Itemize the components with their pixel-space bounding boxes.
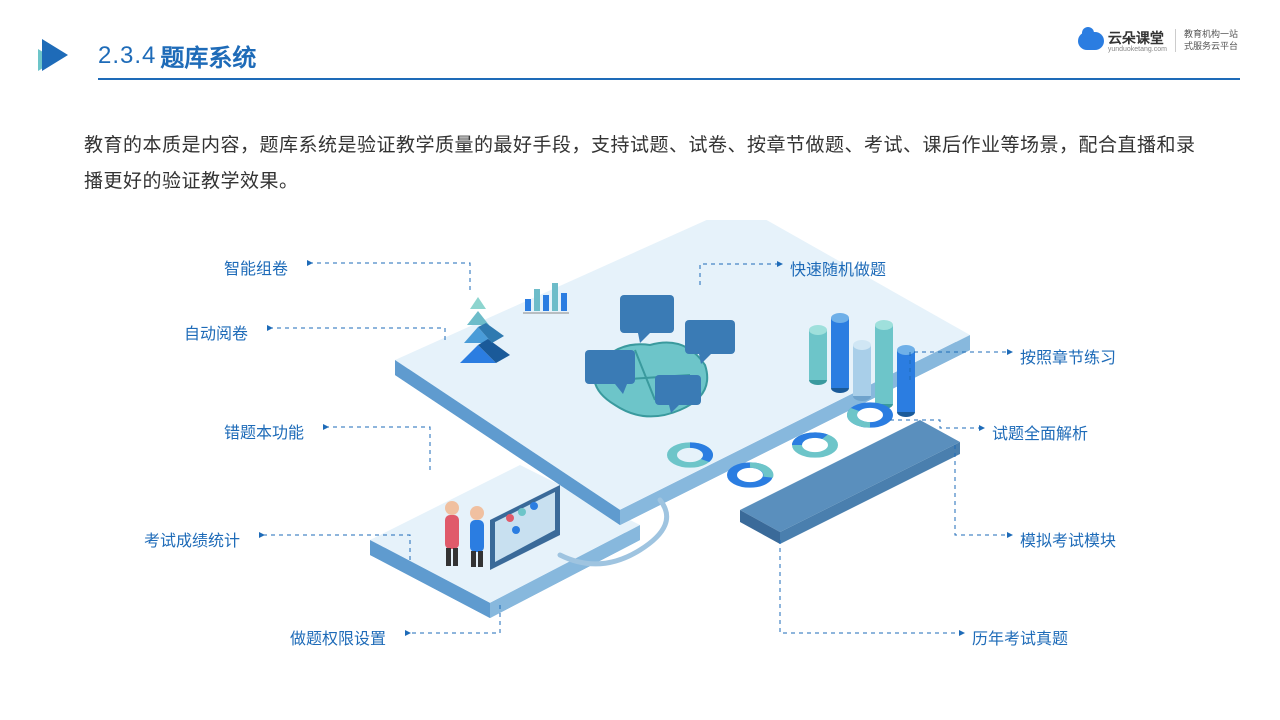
brand-tagline: 教育机构一站 式服务云平台	[1175, 29, 1238, 52]
feature-label-left-3: 考试成绩统计	[144, 527, 240, 551]
feature-label-right-1: 按照章节练习	[1020, 344, 1116, 368]
brand-logo: 云朵课堂 yunduoketang.com 教育机构一站 式服务云平台	[1078, 28, 1238, 53]
feature-label-right-0: 快速随机做题	[790, 256, 886, 280]
slide-header: 2.3.4 题库系统	[38, 38, 256, 73]
brand-name: 云朵课堂	[1108, 28, 1167, 48]
title-underline	[98, 78, 1240, 80]
brand-url: yunduoketang.com	[1108, 46, 1167, 53]
feature-label-left-1: 自动阅卷	[184, 320, 248, 344]
feature-diagram	[0, 220, 1280, 700]
feature-label-left-4: 做题权限设置	[290, 625, 386, 649]
description-paragraph: 教育的本质是内容，题库系统是验证教学质量的最好手段，支持试题、试卷、按章节做题、…	[84, 128, 1196, 200]
section-number: 2.3.4	[98, 42, 156, 70]
header-play-icon	[38, 39, 72, 73]
feature-label-right-4: 历年考试真题	[972, 625, 1068, 649]
section-title: 题库系统	[160, 38, 256, 73]
cloud-icon	[1078, 32, 1104, 50]
feature-label-right-2: 试题全面解析	[992, 420, 1088, 444]
feature-label-left-0: 智能组卷	[224, 255, 288, 279]
feature-label-left-2: 错题本功能	[224, 419, 304, 443]
feature-label-right-3: 模拟考试模块	[1020, 527, 1116, 551]
